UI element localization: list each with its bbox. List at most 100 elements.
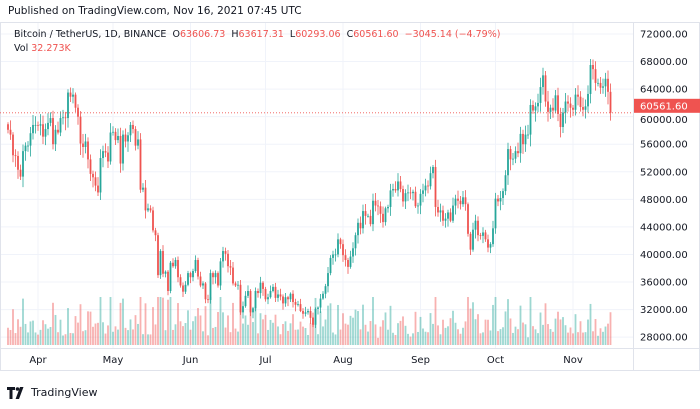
candle-body (107, 152, 109, 162)
volume-bar (519, 305, 522, 345)
candle-body (19, 169, 22, 177)
candle-body (429, 173, 432, 187)
candles (7, 58, 612, 329)
volume-bar (104, 333, 107, 345)
volume-bar (309, 323, 312, 345)
volume-bar (552, 331, 554, 345)
volume-bar (67, 308, 69, 345)
volume-bar (7, 327, 9, 345)
candle-body (387, 206, 389, 209)
candle-body (577, 94, 579, 97)
volume-bar (569, 327, 572, 345)
volume-bar (362, 304, 364, 345)
volume-bar (387, 329, 389, 345)
time-tick-label: Apr (29, 355, 47, 366)
volume-bar (182, 326, 184, 345)
low-value: 60293.06 (295, 29, 341, 40)
volume-bar (79, 304, 82, 345)
volume-bar (119, 302, 122, 345)
volume-bar (237, 331, 239, 345)
volume-bar (592, 331, 594, 345)
volume-bar (9, 329, 12, 345)
volume-bar (522, 322, 524, 345)
tradingview-logo[interactable]: TradingView (7, 386, 97, 399)
volume-bar (122, 298, 124, 345)
candle-body (479, 235, 482, 236)
candle-body (434, 166, 437, 207)
volume-bar (499, 329, 502, 345)
candle-body (292, 293, 294, 303)
candle-body (212, 273, 214, 278)
volume-bar (517, 329, 519, 345)
candle-body (369, 215, 372, 225)
volume-bar (192, 321, 194, 345)
volume-bar (27, 332, 29, 345)
volume-bar (307, 334, 309, 345)
candle-body (384, 208, 387, 223)
candle-body (52, 118, 54, 145)
candle-body (209, 273, 212, 300)
candle-body (152, 210, 154, 231)
candle-body (524, 134, 527, 145)
volume-bar (272, 322, 274, 345)
candle-body (394, 189, 397, 191)
volume-bar (344, 323, 347, 345)
price-tick-label: 44000.00 (640, 222, 688, 233)
candle-body (264, 288, 267, 300)
volume-bar (577, 332, 579, 345)
volume-bar (17, 319, 19, 345)
volume-bar (52, 302, 54, 345)
volume-bar (559, 319, 562, 345)
open-value: 63606.73 (179, 29, 226, 40)
last-price-label: 60561.60 (640, 101, 688, 112)
candle-body (597, 82, 599, 84)
volume-bar (82, 331, 84, 345)
candle-body (352, 248, 354, 257)
volume-bar (532, 326, 534, 345)
volume-bar (424, 331, 427, 345)
candle-body (459, 200, 462, 205)
candle-body (469, 233, 472, 250)
volume-bar (107, 325, 109, 345)
candle-body (297, 304, 299, 305)
volume-bar (49, 326, 52, 345)
volume-bar (277, 326, 279, 345)
candle-body (277, 294, 279, 298)
volume-bar (109, 297, 112, 345)
volume-bar (494, 297, 497, 345)
volume-bar (407, 333, 409, 345)
volume-bar (509, 318, 512, 345)
candle-body (287, 297, 289, 300)
candle-body (532, 104, 534, 111)
candle-body (49, 118, 52, 123)
volume-bar (334, 334, 337, 345)
candle-body (437, 206, 439, 213)
volume-bar (472, 302, 474, 345)
candle-body (44, 129, 47, 137)
candle-body (97, 185, 99, 193)
volume-bar (579, 321, 582, 345)
candle-body (132, 124, 134, 130)
volume-bar (64, 334, 67, 345)
low-label: L (289, 29, 296, 40)
volume-bar (279, 334, 282, 345)
volume-bar (392, 332, 394, 345)
volume-bar (164, 330, 167, 345)
candle-body (477, 220, 479, 236)
candle-body (344, 255, 347, 260)
volume-bar (89, 311, 92, 345)
candle-body (414, 191, 417, 207)
candle-body (584, 106, 587, 110)
candle-body (494, 198, 497, 229)
candle-body (402, 189, 404, 202)
candle-body (319, 298, 322, 308)
volume-bar (489, 330, 492, 345)
volume-bar (212, 327, 214, 345)
volume-bar (42, 320, 44, 345)
candle-body (362, 211, 364, 229)
volume-bar (204, 306, 207, 345)
volume-bar (112, 331, 114, 345)
volume-bar (222, 312, 224, 345)
volume-bar (187, 310, 189, 345)
